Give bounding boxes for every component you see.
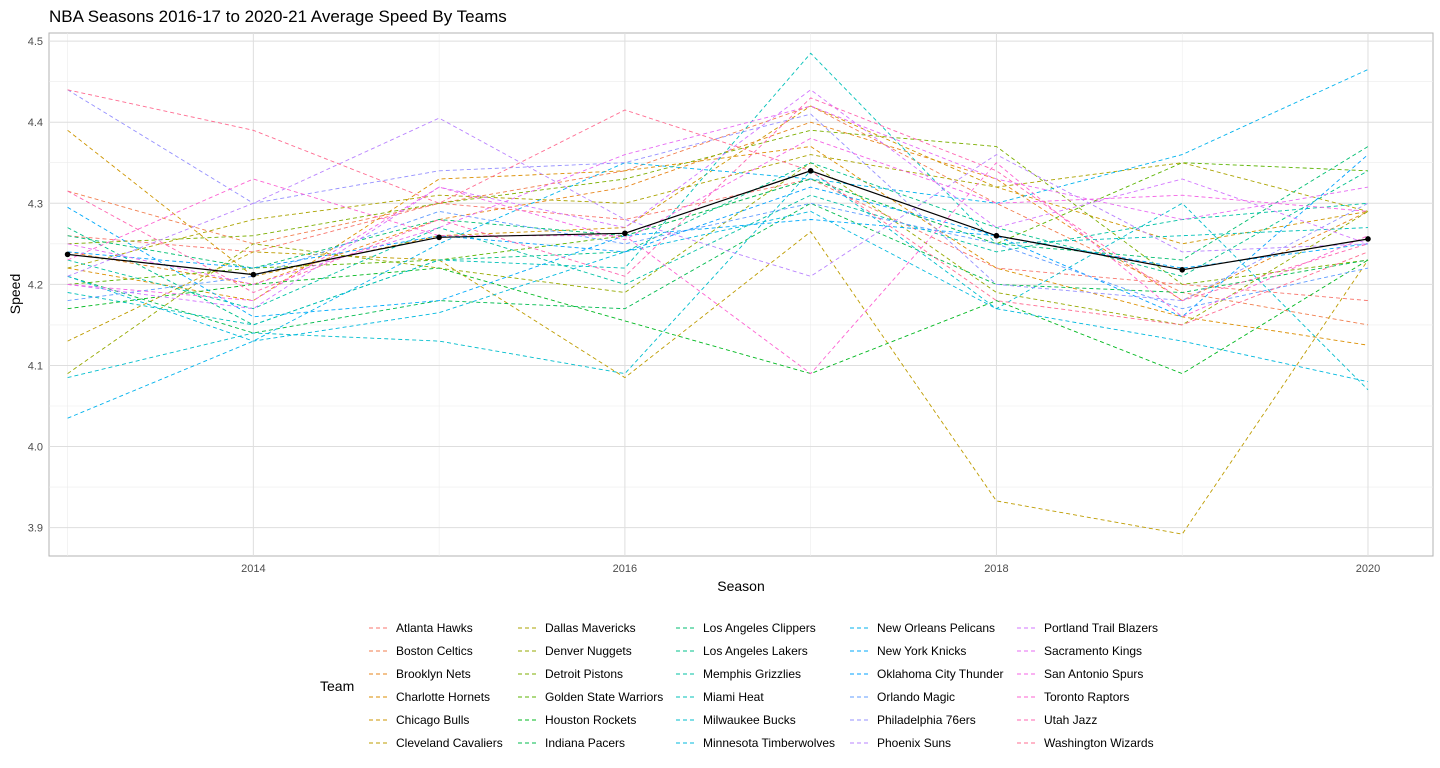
series-line-3 <box>67 121 1369 302</box>
series-line-27 <box>67 137 1369 302</box>
average-point <box>64 251 71 258</box>
legend-label: Los Angeles Lakers <box>703 644 808 658</box>
legend: Atlanta Hawks Boston Celtics Brooklyn Nets… <box>369 621 1158 750</box>
legend-label: Philadelphia 76ers <box>877 713 976 727</box>
legend-label: New Orleans Pelicans <box>877 621 995 635</box>
chart-title: NBA Seasons 2016-17 to 2020-21 Average S… <box>49 7 507 26</box>
y-tick-label: 4.4 <box>28 117 43 129</box>
series-line-23 <box>67 89 1369 302</box>
x-tick-label: 2014 <box>241 563 265 575</box>
y-tick-label: 4.3 <box>28 198 43 210</box>
legend-label: Minnesota Timberwolves <box>703 736 835 750</box>
legend-label: Indiana Pacers <box>545 736 625 750</box>
average-point <box>1365 236 1371 242</box>
average-point <box>1179 266 1186 273</box>
average-layer <box>64 168 1371 278</box>
legend-title: Team <box>320 678 354 694</box>
x-tick-label: 2018 <box>984 563 1008 575</box>
series-line-12 <box>67 202 1369 334</box>
series-line-11 <box>67 259 1369 375</box>
series-line-14 <box>67 162 1369 326</box>
series-line-28 <box>67 162 1369 375</box>
legend-label: Portland Trail Blazers <box>1044 621 1158 635</box>
series-line-7 <box>67 154 1369 269</box>
series-layer <box>67 52 1369 535</box>
legend-label: Washington Wizards <box>1044 736 1154 750</box>
y-tick-label: 4.2 <box>28 279 43 291</box>
x-tick-label: 2020 <box>1356 563 1380 575</box>
series-line-1 <box>67 178 1369 302</box>
legend-label: San Antonio Spurs <box>1044 667 1143 681</box>
series-line-17 <box>67 170 1369 391</box>
legend-label: Miami Heat <box>703 690 764 704</box>
series-line-15 <box>67 194 1369 310</box>
series-line-26 <box>67 105 1369 285</box>
legend-label: Sacramento Kings <box>1044 644 1142 658</box>
legend-label: Toronto Raptors <box>1044 690 1129 704</box>
legend-label: Orlando Magic <box>877 690 955 704</box>
y-tick-label: 3.9 <box>28 523 43 535</box>
series-line-10 <box>67 162 1369 285</box>
legend-label: Utah Jazz <box>1044 713 1097 727</box>
average-point <box>622 230 628 237</box>
legend-label: Phoenix Suns <box>877 736 951 750</box>
y-tick-label: 4.5 <box>28 36 43 48</box>
series-line-20 <box>67 206 1369 318</box>
legend-label: Boston Celtics <box>396 644 473 658</box>
average-point <box>993 232 1000 239</box>
legend-label: Milwaukee Bucks <box>703 713 796 727</box>
legend-label: Houston Rockets <box>545 713 636 727</box>
legend-label: Denver Nuggets <box>545 644 632 658</box>
series-line-18 <box>67 210 1369 383</box>
legend-label: Atlanta Hawks <box>396 621 473 635</box>
y-tick-label: 4.0 <box>28 442 43 454</box>
legend-label: Los Angeles Clippers <box>703 621 816 635</box>
average-point <box>436 234 442 241</box>
series-line-16 <box>67 52 1369 326</box>
series-line-9 <box>67 129 1369 285</box>
y-tick-labels: 3.9 4.0 4.1 4.2 4.3 4.4 4.5 <box>28 36 43 535</box>
series-line-24 <box>67 117 1369 277</box>
legend-label: Golden State Warriors <box>545 690 663 704</box>
legend-label: Chicago Bulls <box>396 713 469 727</box>
y-axis-title: Speed <box>7 274 23 314</box>
average-point <box>250 271 257 278</box>
series-line-13 <box>67 146 1369 269</box>
series-line-25 <box>67 89 1369 310</box>
average-point <box>807 168 814 174</box>
x-tick-label: 2016 <box>613 563 637 575</box>
legend-label: Detroit Pistons <box>545 667 623 681</box>
plot-panel <box>48 32 1434 557</box>
series-line-5 <box>67 105 1369 277</box>
x-tick-labels: 2014 2016 2018 2020 <box>241 563 1380 575</box>
legend-label: Charlotte Hornets <box>396 690 490 704</box>
legend-label: Memphis Grizzlies <box>703 667 801 681</box>
x-axis-title: Season <box>717 578 764 594</box>
legend-label: Oklahoma City Thunder <box>877 667 1004 681</box>
series-line-4 <box>67 146 1369 346</box>
series-line-21 <box>67 154 1369 318</box>
grid-major <box>49 33 1433 556</box>
series-line-30 <box>67 89 1369 326</box>
legend-label: Brooklyn Nets <box>396 667 471 681</box>
y-tick-label: 4.1 <box>28 360 43 372</box>
legend-label: Cleveland Cavaliers <box>396 736 503 750</box>
series-line-2 <box>67 105 1369 326</box>
average-line <box>67 170 1369 276</box>
series-line-6 <box>67 231 1369 535</box>
legend-label: New York Knicks <box>877 644 966 658</box>
legend-label: Dallas Mavericks <box>545 621 636 635</box>
series-line-8 <box>67 162 1369 374</box>
grid-minor <box>49 33 1433 556</box>
